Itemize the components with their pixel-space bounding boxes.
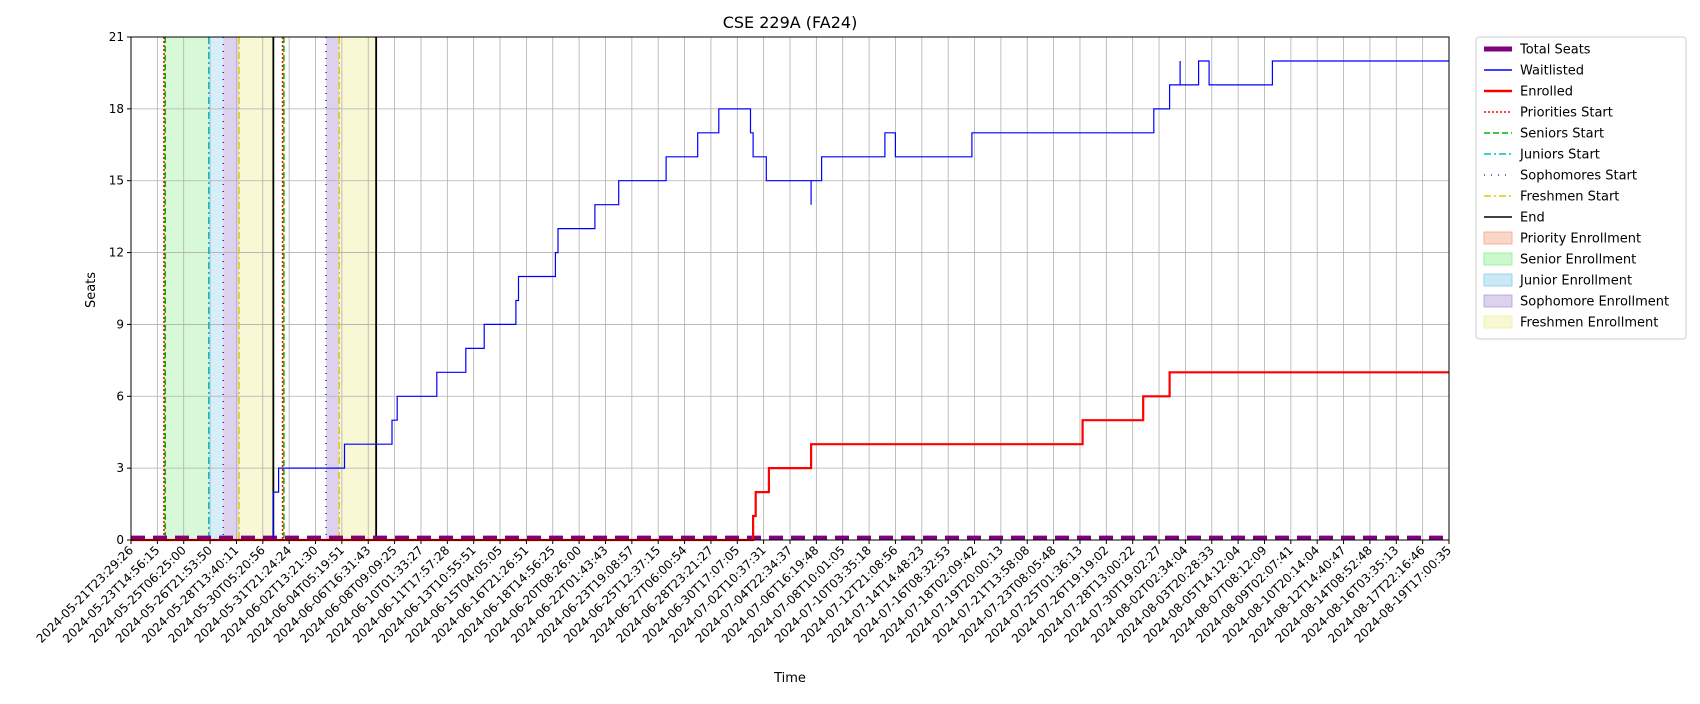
span-sophomore-enrollment [223,37,240,540]
legend-label: Freshmen Start [1520,190,1619,205]
plot-area: 0369121518212024-05-21T23:29:262024-05-2… [34,30,1455,646]
span-priority-enrollment [282,37,284,540]
legend-box [1475,36,1687,340]
legend-swatch [1483,315,1513,329]
span-senior-enrollment [165,37,209,540]
legend-swatch [1483,294,1513,308]
legend-swatch [1483,273,1513,287]
legend-item: Juniors Start [1484,148,1600,163]
legend: Total Seats Waitlisted Enrolled Priorities … [1475,36,1687,340]
legend-label: Senior Enrollment [1520,253,1636,268]
legend-item: Sophomore Enrollment [1483,294,1669,310]
legend-item: Junior Enrollment [1483,273,1632,289]
y-tick-label: 0 [116,533,124,547]
legend-label: Seniors Start [1520,127,1604,142]
legend-label: Freshmen Enrollment [1520,316,1658,331]
y-tick-label: 3 [116,461,124,475]
legend-item: Sophomores Start [1484,169,1637,184]
legend-item: Priority Enrollment [1483,231,1641,247]
legend-item: Senior Enrollment [1483,252,1636,268]
span-sophomore-enrollment [326,37,340,540]
legend-label: Priorities Start [1520,106,1613,121]
legend-label: Total Seats [1519,43,1591,58]
y-axis-label: Seats [84,272,99,308]
legend-label: Priority Enrollment [1520,232,1641,247]
legend-item: Priorities Start [1484,106,1613,121]
y-tick-label: 15 [109,174,124,188]
legend-label: Waitlisted [1520,64,1584,79]
y-tick-label: 6 [116,389,124,403]
chart-title: CSE 229A (FA24) [723,13,858,32]
legend-label: Juniors Start [1519,148,1600,163]
series-waitlisted [131,60,1449,541]
legend-item: Enrolled [1484,85,1573,100]
legend-label: Sophomore Enrollment [1520,295,1669,310]
x-axis-label: Time [773,671,806,686]
legend-swatch [1483,252,1513,266]
legend-label: End [1520,211,1545,226]
span-priority-enrollment [163,37,166,540]
span-junior-enrollment [208,37,224,540]
legend-item: Seniors Start [1484,127,1604,142]
legend-label: Sophomores Start [1520,169,1637,184]
legend-item: Freshmen Start [1484,190,1619,205]
legend-swatch [1483,231,1513,245]
y-tick-label: 12 [109,246,124,260]
legend-item: Freshmen Enrollment [1483,315,1658,331]
y-tick-label: 18 [109,102,124,116]
span-freshmen-enrollment [239,37,274,540]
series-enrolled [131,371,1449,542]
legend-item: Waitlisted [1484,64,1584,79]
legend-label: Enrolled [1520,85,1573,100]
span-freshmen-enrollment [339,37,377,540]
y-tick-label: 9 [116,317,124,331]
legend-label: Junior Enrollment [1519,274,1632,289]
legend-item: Total Seats [1484,43,1591,58]
y-tick-label: 21 [109,30,124,44]
legend-item: End [1484,211,1545,226]
